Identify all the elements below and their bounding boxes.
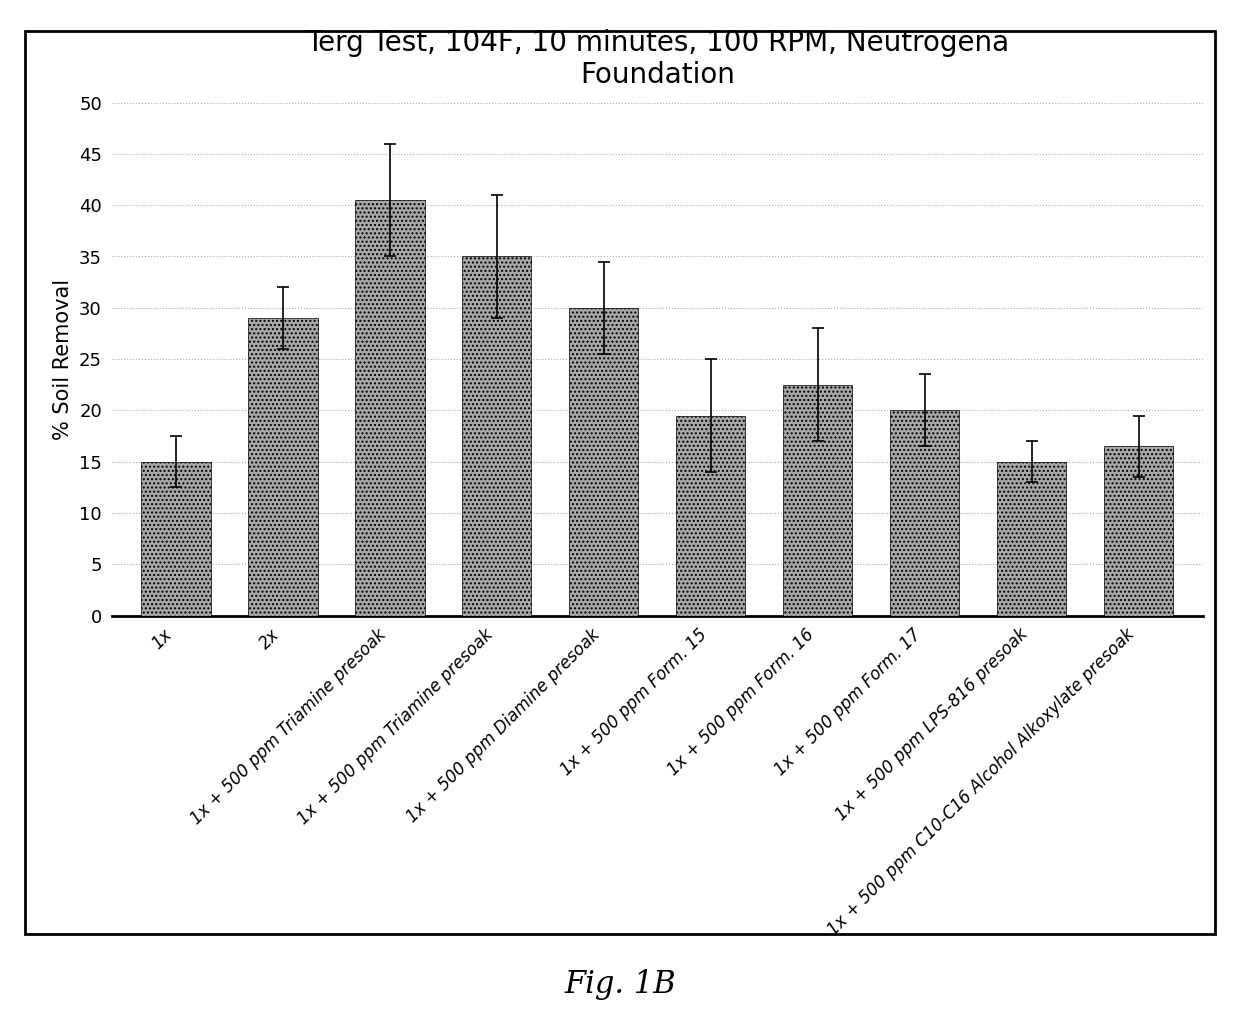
Bar [1104,446,1173,616]
Bar [569,308,639,616]
Bar [676,416,745,616]
Bar [997,462,1066,616]
Bar [355,200,424,616]
Bar [782,385,852,616]
Bar [141,462,211,616]
Text: Fig. 1B: Fig. 1B [564,970,676,1000]
Bar [890,410,960,616]
Bar [248,318,317,616]
Title: Terg Test, 104F, 10 minutes, 100 RPM, Neutrogena
Foundation: Terg Test, 104F, 10 minutes, 100 RPM, Ne… [305,29,1009,89]
Bar [463,256,532,616]
Y-axis label: % Soil Removal: % Soil Removal [53,278,73,440]
